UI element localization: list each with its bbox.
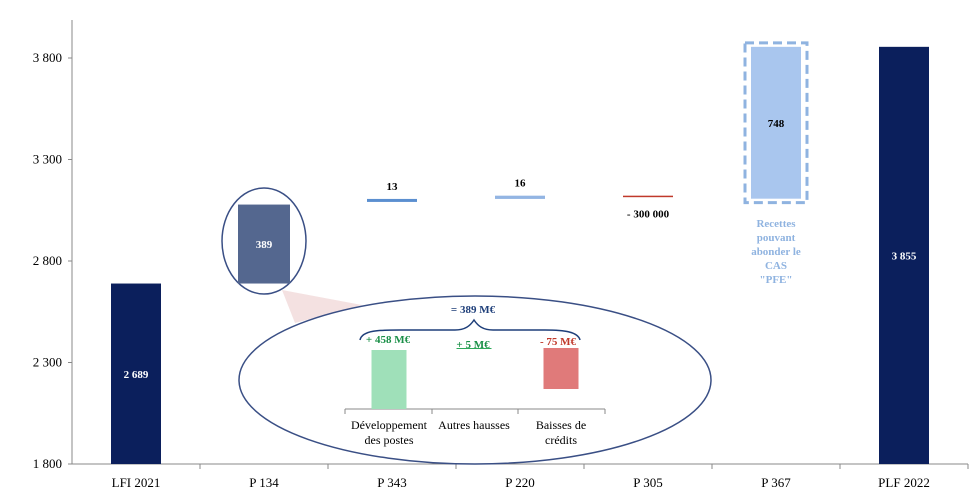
inset-bar bbox=[543, 348, 579, 389]
bars: 2 689 389 13 16 - 300 000 748 3 855 bbox=[111, 41, 929, 465]
bar-value-label: 13 bbox=[387, 181, 399, 193]
bar-value-label: 3 855 bbox=[892, 250, 917, 262]
x-tick-label: P 305 bbox=[633, 475, 663, 490]
p367-note-line: pouvant bbox=[757, 232, 796, 244]
callout-connector bbox=[282, 290, 362, 323]
inset-value-label: + 458 M€ bbox=[366, 334, 411, 346]
highlight-circle bbox=[221, 187, 307, 295]
x-categories: LFI 2021 P 134 P 343 P 220 P 305 P 367 PLF 202… bbox=[112, 464, 969, 490]
bar bbox=[879, 46, 929, 465]
inset-category-label: Autres hausses bbox=[438, 418, 510, 432]
p367-note-line: Recettes bbox=[756, 218, 796, 230]
inset-bar bbox=[371, 350, 407, 409]
inset-category-label: des postes bbox=[365, 433, 414, 447]
y-tick-label: 3 800 bbox=[33, 50, 62, 65]
x-tick-label: P 134 bbox=[249, 475, 279, 490]
x-tick-label: LFI 2021 bbox=[112, 475, 161, 490]
inset-category-label: crédits bbox=[545, 433, 577, 447]
p367-note-line: "PFE" bbox=[760, 274, 793, 286]
x-tick-label: P 220 bbox=[505, 475, 535, 490]
bar bbox=[495, 195, 545, 199]
bar-value-label: 748 bbox=[768, 118, 785, 130]
y-tick-label: 3 300 bbox=[33, 152, 62, 167]
inset-bars: + 458 M€ + 5 M€ - 75 M€ = 389 M€ Développeme… bbox=[344, 304, 606, 447]
inset-bar bbox=[456, 348, 492, 349]
y-tick-label: 2 300 bbox=[33, 355, 62, 370]
bar-value-label: 16 bbox=[515, 178, 527, 190]
p367-note-line: CAS bbox=[765, 260, 787, 272]
inset-value-label: - 75 M€ bbox=[540, 336, 577, 348]
bar bbox=[238, 204, 290, 284]
x-tick-label: PLF 2022 bbox=[878, 475, 930, 490]
inset-sum-label: = 389 M€ bbox=[451, 304, 496, 316]
p367-annotation: Recettes pouvant abonder le CAS "PFE" bbox=[751, 218, 801, 286]
bar-value-label: - 300 000 bbox=[627, 209, 670, 221]
x-tick-label: P 367 bbox=[761, 475, 791, 490]
bar-value-label: 2 689 bbox=[124, 369, 149, 381]
inset-category-label: Développement bbox=[351, 418, 428, 432]
x-tick-label: P 343 bbox=[377, 475, 407, 490]
bar-value-label: 389 bbox=[256, 239, 273, 251]
bar bbox=[367, 198, 417, 202]
inset-callout bbox=[221, 187, 712, 465]
inset-ellipse bbox=[238, 295, 712, 465]
bar bbox=[111, 283, 161, 464]
y-ticks: 1 800 2 300 2 800 3 300 3 800 bbox=[33, 50, 72, 471]
y-tick-label: 2 800 bbox=[33, 253, 62, 268]
bar-dashed-frame bbox=[743, 41, 809, 205]
bar bbox=[751, 46, 801, 199]
bar bbox=[623, 195, 673, 198]
y-tick-label: 1 800 bbox=[33, 456, 62, 471]
inset-brace bbox=[359, 318, 581, 341]
inset-category-label: Baisses de bbox=[536, 418, 586, 432]
p367-note-line: abonder le bbox=[751, 246, 801, 258]
inset-value-label: + 5 M€ bbox=[456, 339, 490, 351]
